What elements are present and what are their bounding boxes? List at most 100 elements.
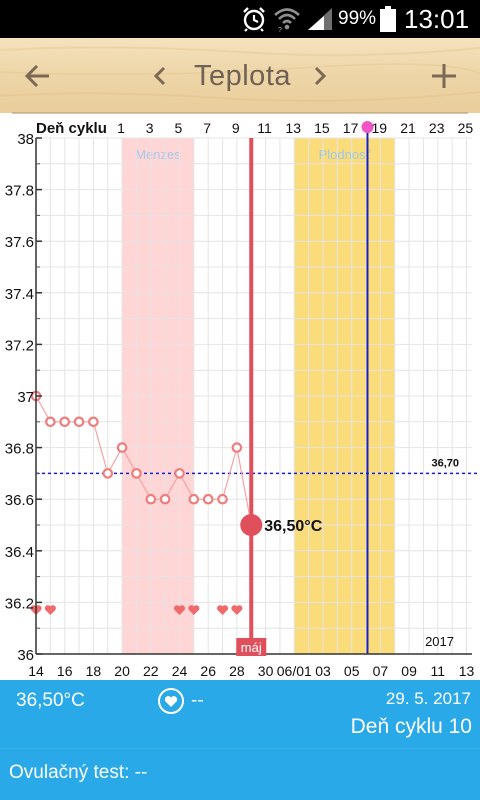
y-tick-label: 38 xyxy=(17,131,34,148)
heart-icon xyxy=(173,605,186,615)
y-tick-label: 37.4 xyxy=(5,286,34,303)
temperature-point xyxy=(59,416,70,428)
chart-grid xyxy=(35,137,472,655)
heart-icon[interactable] xyxy=(158,688,184,714)
heart-icon xyxy=(231,605,243,615)
cycle-day-tick-label: 15 xyxy=(314,120,330,136)
date-tick-label: 05 xyxy=(344,663,360,679)
cycle-day-tick-label: 1 xyxy=(117,120,125,136)
cycle-day-tick-label: 17 xyxy=(343,120,359,136)
chevron-left-icon xyxy=(153,66,166,86)
date-tick-label: 14 xyxy=(28,663,44,679)
y-tick-label: 37.8 xyxy=(5,183,34,200)
temperature-point xyxy=(73,416,85,428)
date-tick-label: 18 xyxy=(86,663,102,679)
date-tick-label: 22 xyxy=(143,663,159,679)
chart-canvas[interactable]: Menzes Plodnosť 36,70 36,50°C 38 37.8 37.6 3… xyxy=(0,114,480,680)
heart-icon xyxy=(44,605,56,615)
temperature-chart[interactable]: Menzes Plodnosť 36,70 36,50°C 38 37.8 37.6 3… xyxy=(0,114,480,680)
y-tick-label: 37.2 xyxy=(5,337,34,354)
cycle-day-tick-label: 23 xyxy=(429,120,445,136)
y-tick-label: 37 xyxy=(17,389,34,406)
day-info-panel[interactable]: 36,50°C -- 29. 5. 2017 Deň cyklu 10 xyxy=(0,680,480,748)
temperature-point xyxy=(202,493,214,505)
temperature-point xyxy=(88,416,99,428)
region-label-fertile: Plodnosť xyxy=(319,147,371,162)
date-tick-label: 28 xyxy=(229,663,245,679)
y-tick-label: 36.8 xyxy=(5,441,34,458)
y-tick-label: 36.6 xyxy=(5,492,34,509)
cycle-day-tick-label: 7 xyxy=(203,120,211,136)
temperature-point xyxy=(102,468,114,479)
cycle-day-tick-label: 21 xyxy=(400,120,416,136)
cycle-day-tick-label: 9 xyxy=(232,120,240,136)
chevron-right-icon xyxy=(314,66,327,86)
back-arrow-icon xyxy=(24,64,49,88)
ovulation-marker xyxy=(361,121,374,133)
page-title: Teplota xyxy=(193,59,291,92)
date-tick-label: 06/01 xyxy=(277,663,312,679)
cycle-day-tick-label: 25 xyxy=(458,120,474,136)
temperature-point xyxy=(174,468,185,479)
info-cycle-day: Deň cyklu 10 xyxy=(350,715,472,738)
date-tick-label: 24 xyxy=(172,663,188,679)
next-button[interactable] xyxy=(300,38,340,114)
heart-markers xyxy=(30,605,243,615)
temperature-line xyxy=(35,395,252,526)
temperature-point xyxy=(116,442,128,453)
battery-percent: 99% xyxy=(338,8,377,29)
region-label-menses: Menzes xyxy=(135,147,181,162)
status-bar: ? 99% 13:01 xyxy=(0,0,480,38)
date-tick-label: 09 xyxy=(401,663,417,679)
temperature-point xyxy=(131,468,142,479)
current-temperature-point xyxy=(240,514,263,536)
month-tag xyxy=(236,638,267,656)
info-date: 29. 5. 2017 xyxy=(385,689,471,708)
y-tick-label: 36 xyxy=(17,647,34,664)
y-tick-label: 36.4 xyxy=(5,544,34,561)
temperature-point xyxy=(159,493,171,505)
back-button[interactable] xyxy=(10,38,66,114)
battery-icon xyxy=(380,0,396,38)
info-sex-value: -- xyxy=(191,690,204,711)
plus-icon xyxy=(432,64,456,88)
add-button[interactable] xyxy=(416,38,472,114)
previous-button[interactable] xyxy=(140,38,180,114)
temperature-point xyxy=(217,493,228,505)
ovulation-test-label: Ovulačný test: -- xyxy=(9,762,148,783)
month-tag-label: máj xyxy=(241,640,262,655)
cycle-day-tick-label: 19 xyxy=(372,120,388,136)
y-tick-label: 37.6 xyxy=(5,234,34,251)
date-tick-label: 20 xyxy=(114,663,130,679)
temperature-point xyxy=(45,416,56,428)
date-tick-label: 26 xyxy=(200,663,216,679)
cover-line-label: 36,70 xyxy=(431,457,459,469)
temperature-point xyxy=(231,442,243,453)
wifi-icon: ? xyxy=(272,0,302,38)
date-tick-label: 13 xyxy=(459,663,475,679)
cycle-day-tick-label: 5 xyxy=(175,120,183,136)
date-tick-label: 07 xyxy=(373,663,389,679)
date-tick-label: 03 xyxy=(315,663,331,679)
date-tick-label: 16 xyxy=(57,663,73,679)
cycle-day-tick-label: 13 xyxy=(285,120,301,136)
alarm-icon xyxy=(240,0,268,38)
cycle-day-tick-label: 11 xyxy=(257,120,272,136)
year-label: 2017 xyxy=(425,634,454,649)
info-temperature: 36,50°C xyxy=(16,690,85,711)
ovulation-test-row[interactable]: Ovulačný test: -- xyxy=(0,748,480,800)
cover-line-group: 36,70 xyxy=(36,457,480,475)
signal-icon xyxy=(306,0,334,38)
heart-icon xyxy=(188,605,200,615)
toolbar-shadow xyxy=(12,112,468,114)
status-time: 13:01 xyxy=(404,3,470,34)
cycle-day-tick-label: 3 xyxy=(146,120,154,136)
current-temperature-label: 36,50°C xyxy=(264,518,322,535)
date-tick-label: 11 xyxy=(431,663,446,679)
temperature-point xyxy=(145,493,157,505)
temperature-point xyxy=(188,493,200,505)
cycle-axis-label: Deň cyklu xyxy=(36,120,107,137)
date-tick-label: 30 xyxy=(258,663,274,679)
y-tick-label: 36.2 xyxy=(5,595,34,612)
